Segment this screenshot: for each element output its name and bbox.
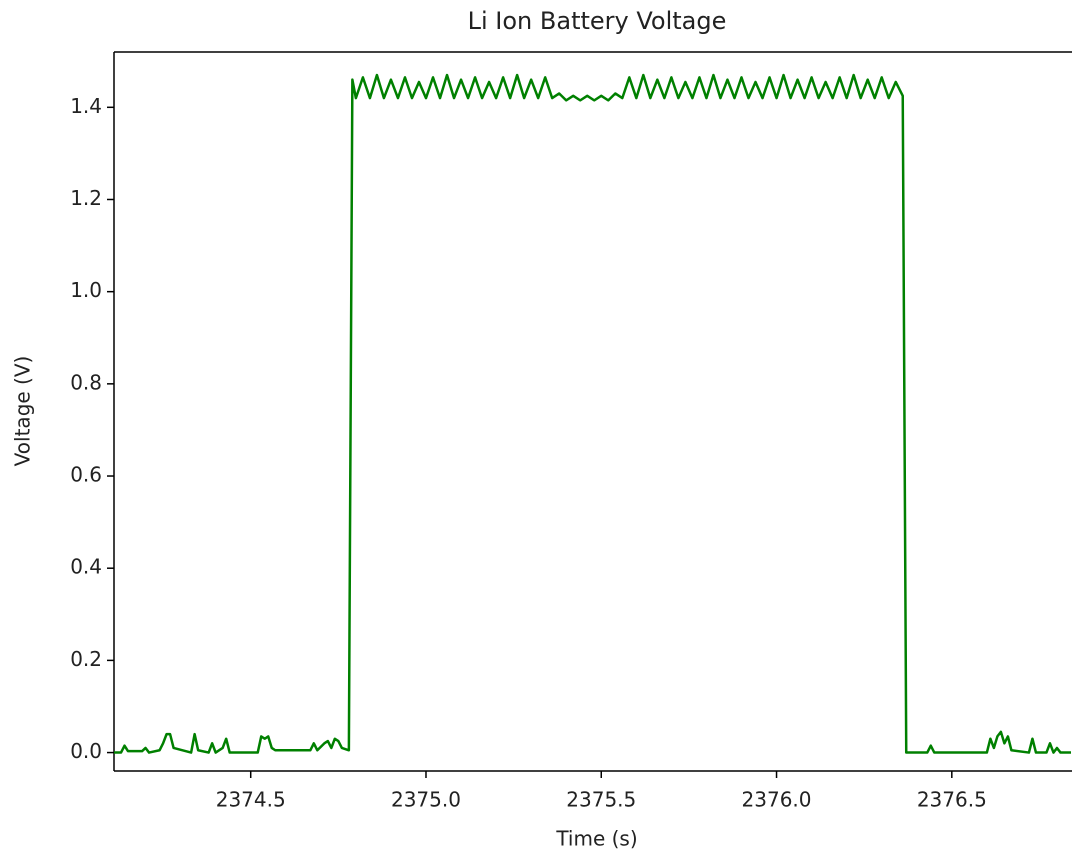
y-tick-label: 0.4 (70, 555, 102, 579)
data-line (114, 73, 1071, 754)
y-tick-label: 0.6 (70, 463, 102, 487)
y-tick-label: 1.2 (70, 186, 102, 210)
x-tick-label: 2376.0 (742, 788, 812, 812)
y-axis-label: Voltage (V) (11, 356, 35, 467)
y-tick-label: 1.4 (70, 94, 102, 118)
y-tick-label: 0.2 (70, 647, 102, 671)
chart-title: Li Ion Battery Voltage (468, 7, 727, 35)
y-tick-label: 1.0 (70, 278, 102, 302)
x-axis-label: Time (s) (555, 827, 637, 851)
y-tick-label: 0.8 (70, 370, 102, 394)
x-tick-label: 2375.5 (566, 788, 636, 812)
y-tick-label: 0.0 (70, 739, 102, 763)
x-tick-label: 2375.0 (391, 788, 461, 812)
x-tick-label: 2374.5 (216, 788, 286, 812)
x-tick-label: 2376.5 (917, 788, 987, 812)
